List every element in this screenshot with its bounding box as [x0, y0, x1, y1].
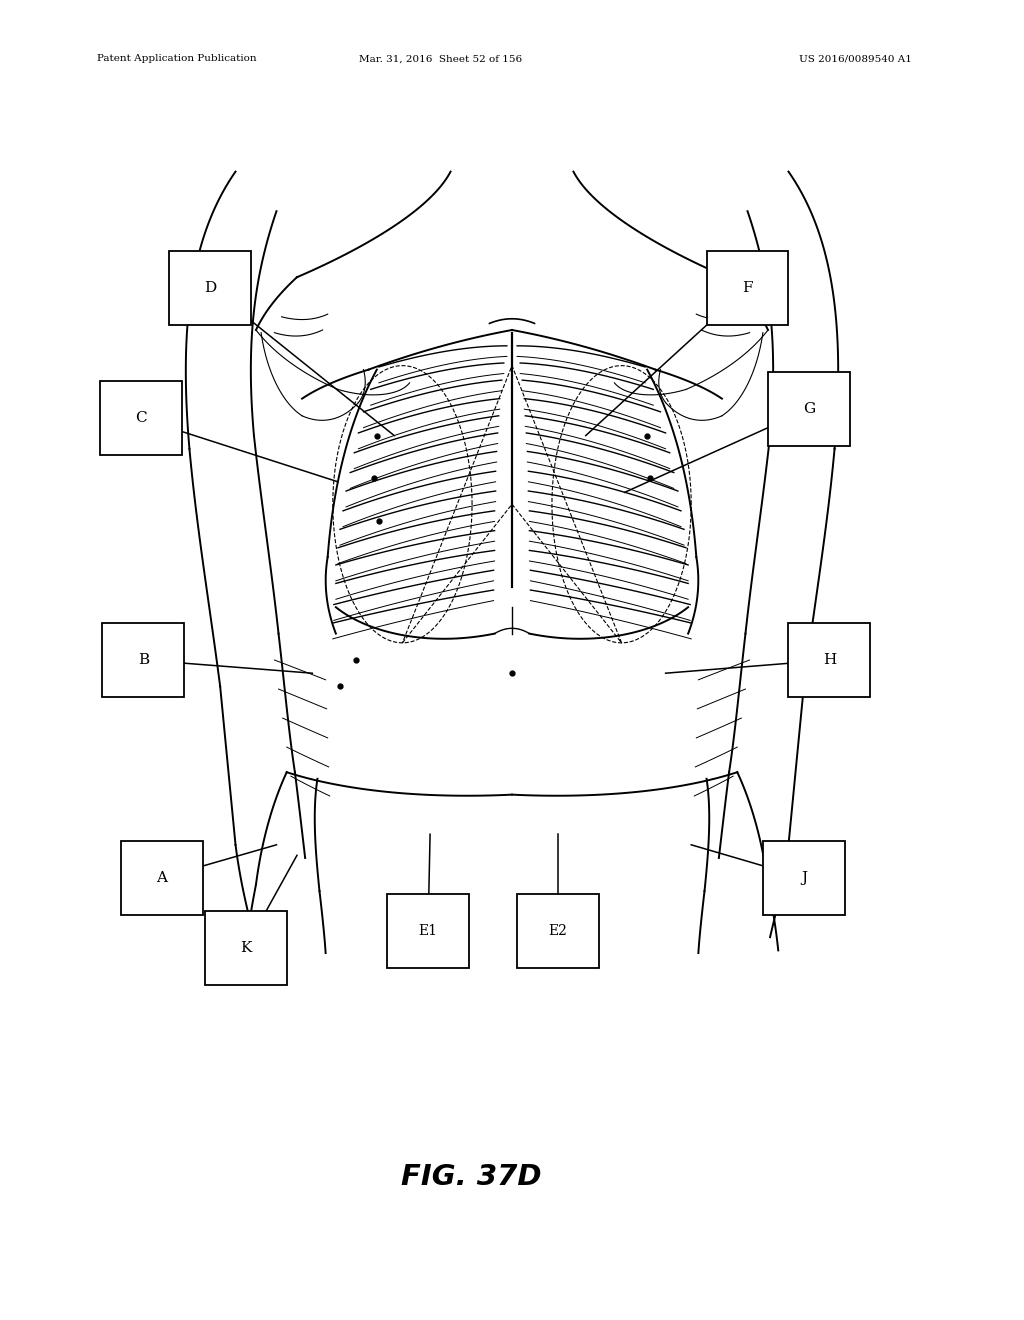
FancyBboxPatch shape [788, 623, 870, 697]
Text: H: H [823, 653, 836, 667]
FancyBboxPatch shape [205, 911, 287, 985]
FancyBboxPatch shape [707, 251, 788, 325]
Text: US 2016/0089540 A1: US 2016/0089540 A1 [799, 54, 911, 63]
Text: K: K [240, 941, 252, 954]
FancyBboxPatch shape [768, 372, 850, 446]
FancyBboxPatch shape [100, 381, 182, 455]
Text: A: A [157, 871, 167, 884]
Text: Patent Application Publication: Patent Application Publication [97, 54, 257, 63]
FancyBboxPatch shape [169, 251, 251, 325]
Text: D: D [204, 281, 216, 294]
Text: C: C [135, 412, 147, 425]
Text: B: B [138, 653, 148, 667]
FancyBboxPatch shape [102, 623, 184, 697]
Text: E1: E1 [419, 924, 437, 937]
Text: F: F [742, 281, 753, 294]
FancyBboxPatch shape [121, 841, 203, 915]
FancyBboxPatch shape [763, 841, 845, 915]
Text: E2: E2 [549, 924, 567, 937]
FancyBboxPatch shape [387, 894, 469, 968]
Text: G: G [803, 403, 815, 416]
Text: Mar. 31, 2016  Sheet 52 of 156: Mar. 31, 2016 Sheet 52 of 156 [358, 54, 522, 63]
Text: J: J [801, 871, 807, 884]
Text: FIG. 37D: FIG. 37D [400, 1163, 542, 1192]
FancyBboxPatch shape [517, 894, 599, 968]
